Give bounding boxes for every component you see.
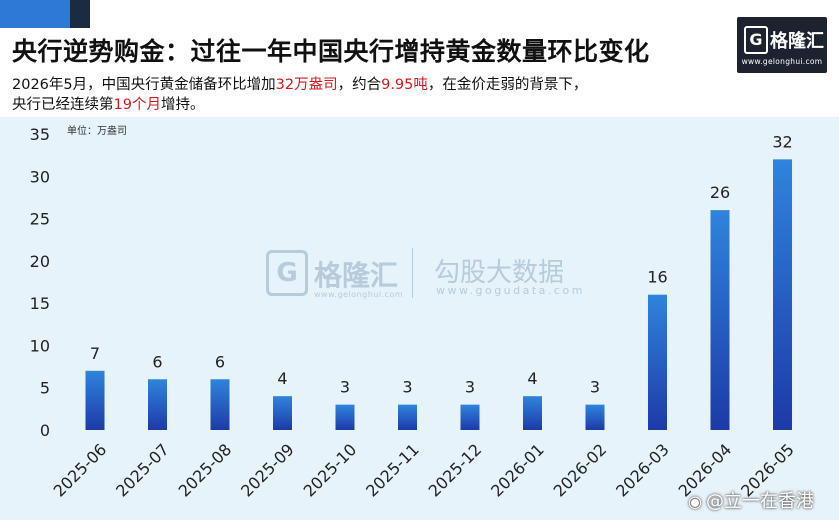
top-banner-navy-block: [70, 0, 90, 28]
x-tick-label: 2026-01: [487, 440, 548, 501]
bar-2026-01: [523, 396, 542, 430]
highlight-months: 19个月: [113, 97, 161, 113]
logo-name: 格隆汇: [770, 31, 824, 52]
x-tick-label: 2025-12: [425, 440, 486, 501]
data-label: 4: [277, 369, 287, 388]
y-tick-label: 0: [40, 421, 50, 440]
y-tick-label: 15: [30, 294, 50, 313]
watermark-name-2: 勾股大数据: [434, 258, 565, 288]
x-tick-label: 2026-03: [612, 440, 673, 501]
watermark-g-icon: G: [266, 250, 308, 296]
gelonghui-logo: G 格隆汇 www.gelonghui.com: [737, 17, 827, 73]
bar-2025-06: [85, 370, 105, 430]
top-banner-blue-block: [0, 0, 70, 28]
logo-g-icon: G: [744, 26, 768, 54]
data-label: 32: [772, 132, 792, 151]
x-tick-label: 2026-02: [550, 440, 611, 501]
bar-2026-04: [710, 210, 730, 430]
data-label: 3: [402, 378, 412, 397]
weibo-credit: ◉ @立一在香港: [688, 487, 814, 513]
weibo-credit-text: @立一在香港: [705, 491, 814, 512]
data-label: 3: [465, 378, 475, 397]
data-label: 7: [90, 344, 100, 363]
x-tick-label: 2025-06: [50, 440, 111, 501]
bar-2025-08: [210, 379, 230, 430]
bar-2025-10: [335, 404, 355, 430]
x-tick-label: 2025-09: [237, 440, 298, 501]
logo-url: www.gelonghui.com: [741, 57, 823, 66]
highlight-tons: 9.95吨: [381, 77, 428, 93]
x-tick-label: 2025-08: [175, 440, 236, 501]
subtitle-text: 央行已经连续第: [12, 97, 114, 113]
y-tick-label: 5: [40, 379, 50, 398]
data-label: 26: [710, 183, 730, 202]
bar-2026-05: [773, 159, 792, 430]
bar-2025-07: [148, 379, 167, 430]
data-label: 6: [152, 352, 162, 371]
y-tick-label: 35: [30, 125, 50, 144]
y-tick-label: 25: [30, 210, 50, 229]
data-label: 3: [340, 378, 350, 397]
data-label: 6: [215, 352, 225, 371]
y-tick-label: 20: [30, 252, 50, 271]
data-label: 4: [527, 369, 537, 388]
watermark-url-2: www.gogudata.com: [436, 284, 585, 297]
watermark-divider: [412, 248, 413, 298]
bar-2026-02: [585, 404, 605, 430]
highlight-ounces: 32万盎司: [275, 77, 338, 93]
subtitle-text: ，约合: [337, 77, 382, 93]
bar-2025-12: [460, 404, 480, 430]
bar-2025-09: [273, 396, 292, 430]
chart-title: 央行逆势购金：过往一年中国央行增持黄金数量环比变化: [12, 37, 650, 66]
data-label: 3: [590, 378, 600, 397]
watermark-name: 格隆汇: [314, 259, 399, 292]
watermark-url: www.gelonghui.com: [314, 290, 404, 299]
x-tick-label: 2025-07: [112, 440, 173, 501]
subtitle-line-1: 2026年5月，中国央行黄金储备环比增加32万盎司，约合9.95吨，在金价走弱的…: [12, 73, 587, 94]
unit-label: 单位：万盎司: [67, 126, 127, 137]
chart-area: [0, 117, 839, 520]
subtitle-line-2: 央行已经连续第19个月增持。: [12, 93, 204, 114]
subtitle-text: 增持。: [160, 97, 205, 113]
bar-2025-11: [398, 404, 417, 430]
x-tick-label: 2025-10: [300, 440, 361, 501]
subtitle-text: ，在金价走弱的背景下，: [427, 77, 588, 93]
weibo-icon: ◉: [688, 492, 702, 511]
y-tick-label: 30: [30, 167, 50, 186]
y-tick-label: 10: [30, 336, 50, 355]
data-label: 16: [647, 268, 667, 287]
x-tick-label: 2025-11: [362, 440, 423, 501]
top-banner: [0, 0, 839, 28]
subtitle-text: 2026年5月，中国央行黄金储备环比增加: [12, 77, 276, 93]
bar-2026-03: [648, 294, 667, 430]
